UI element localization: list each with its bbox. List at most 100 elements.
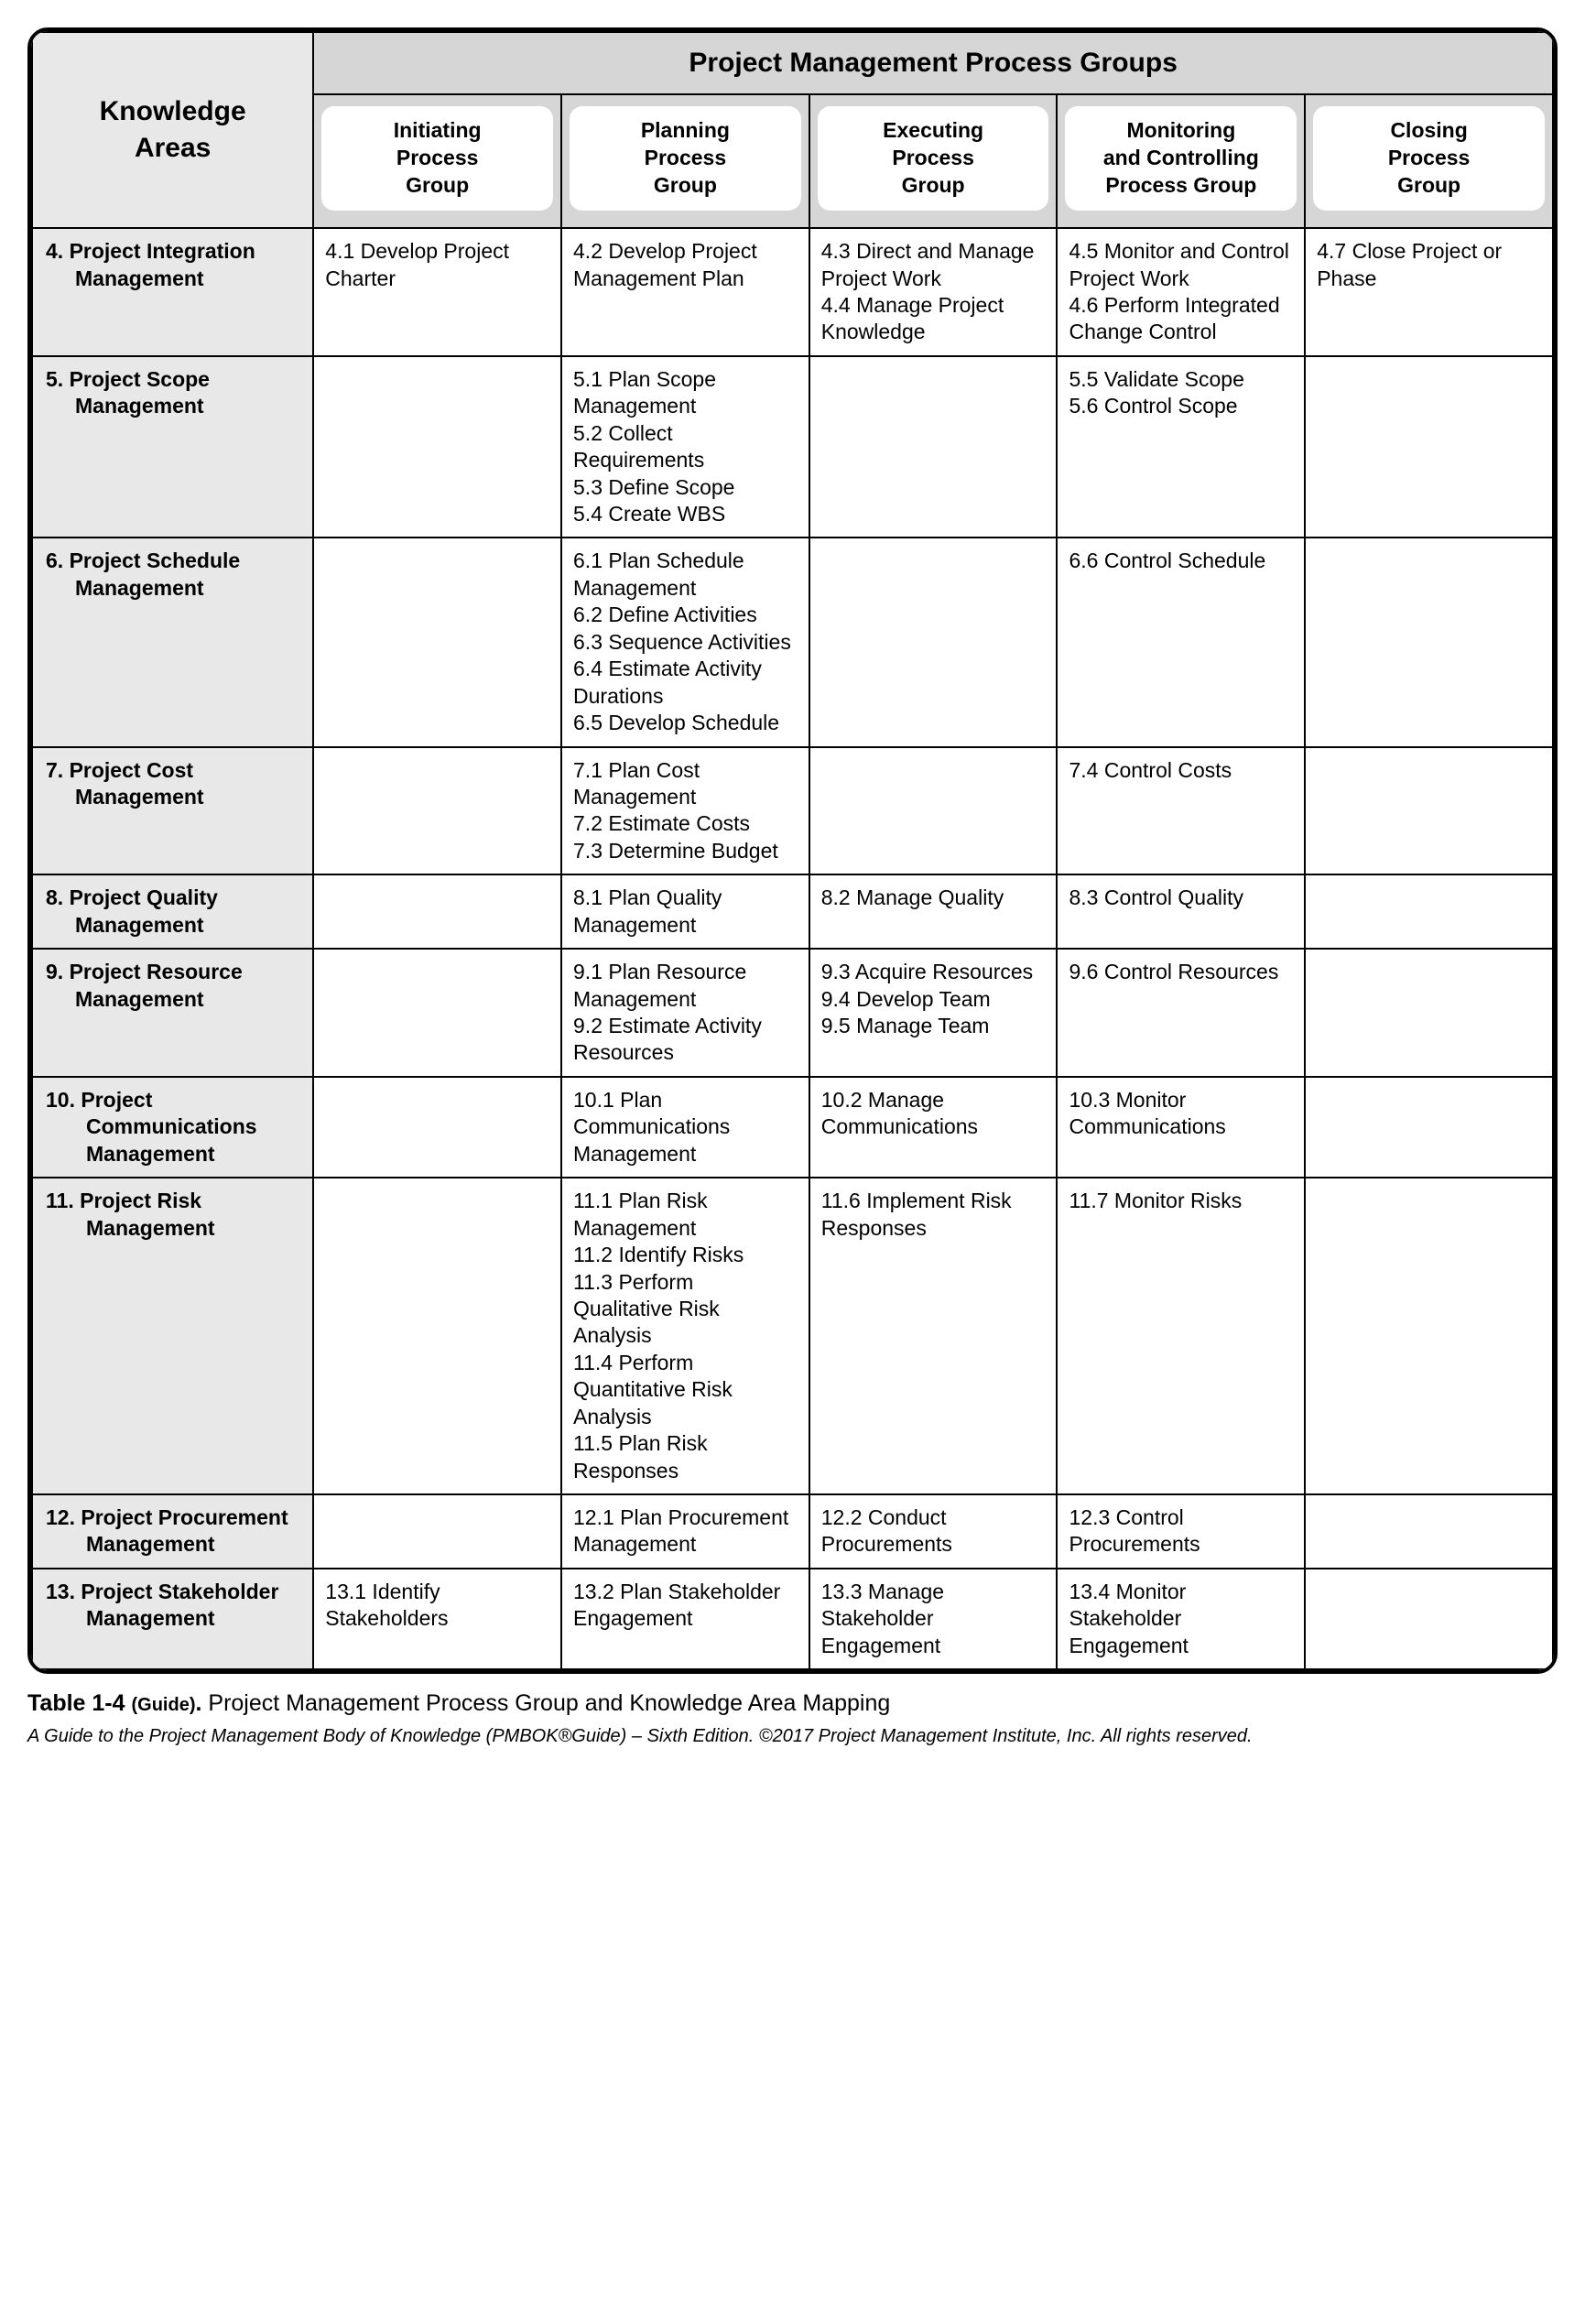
cell: 10.2 Manage Communications: [809, 1077, 1058, 1178]
row-header: 13. Project Stakeholder Management: [32, 1569, 313, 1669]
cell: [313, 1494, 561, 1569]
caption-sep: .: [195, 1690, 201, 1716]
cell: 4.7 Close Project or Phase: [1305, 228, 1553, 356]
row-num: 12.: [46, 1505, 75, 1529]
row-header: 10. Project Communications Management: [32, 1077, 313, 1178]
cell: 5.1 Plan Scope Management5.2 Collect Req…: [561, 356, 809, 538]
col-pill: PlanningProcessGroup: [570, 106, 801, 211]
row-num: 8.: [46, 885, 63, 909]
table-caption: Table 1-4 (Guide). Project Management Pr…: [27, 1690, 1558, 1717]
cell: 4.5 Monitor and Control Project Work4.6 …: [1057, 228, 1305, 356]
cell: 13.2 Plan Stakeholder Engagement: [561, 1569, 809, 1669]
col-pill: ClosingProcessGroup: [1313, 106, 1545, 211]
cell: [1305, 538, 1553, 746]
table-row: 8. Project Quality Management 8.1 Plan Qu…: [32, 874, 1553, 949]
row-title: Project Scope Management: [70, 367, 210, 418]
table-row: 11. Project Risk Management11.1 Plan Ris…: [32, 1178, 1553, 1494]
cell: 11.6 Implement Risk Responses: [809, 1178, 1058, 1494]
header-col-monitoring: Monitoringand ControllingProcess Group: [1057, 94, 1305, 228]
row-num: 7.: [46, 758, 63, 782]
cell: 13.3 Manage Stakeholder Engagement: [809, 1569, 1058, 1669]
row-num: 6.: [46, 548, 63, 572]
row-title: Project Resource Management: [70, 960, 243, 1010]
cell: 8.3 Control Quality: [1057, 874, 1305, 949]
row-title: Project Quality Management: [70, 885, 218, 936]
cell: 9.6 Control Resources: [1057, 949, 1305, 1077]
table-row: 9. Project Resource Management 9.1 Plan R…: [32, 949, 1553, 1077]
cell: [313, 538, 561, 746]
table-row: 10. Project Communications Management10.…: [32, 1077, 1553, 1178]
row-title: Project Procurement Management: [81, 1505, 288, 1556]
row-num: 11.: [46, 1189, 74, 1212]
cell: 12.1 Plan Procurement Management: [561, 1494, 809, 1569]
cell: [1305, 874, 1553, 949]
row-num: 10.: [46, 1088, 75, 1112]
cell: 5.5 Validate Scope5.6 Control Scope: [1057, 356, 1305, 538]
table-row: 7. Project Cost Management 7.1 Plan Cost …: [32, 747, 1553, 875]
cell: 13.4 Monitor Stakeholder Engagement: [1057, 1569, 1305, 1669]
header-knowledge-areas: KnowledgeAreas: [32, 32, 313, 228]
row-header: 5. Project Scope Management: [32, 356, 313, 538]
mapping-table-container: KnowledgeAreas Project Management Proces…: [27, 27, 1558, 1747]
cell: [809, 747, 1058, 875]
cell: [313, 1077, 561, 1178]
cell: 12.3 Control Procurements: [1057, 1494, 1305, 1569]
table-row: 5. Project Scope Management 5.1 Plan Scop…: [32, 356, 1553, 538]
caption-text: Project Management Process Group and Kno…: [208, 1690, 890, 1716]
cell: 7.1 Plan Cost Management7.2 Estimate Cos…: [561, 747, 809, 875]
header-top-text: Project Management Process Groups: [689, 48, 1178, 78]
cell: [313, 356, 561, 538]
row-title: Project Schedule Management: [70, 548, 241, 599]
table-row: 6. Project Schedule Management 6.1 Plan S…: [32, 538, 1553, 746]
table-row: 13. Project Stakeholder Management13.1 I…: [32, 1569, 1553, 1669]
mapping-table: KnowledgeAreas Project Management Proces…: [31, 31, 1554, 1670]
row-title: Project Integration Management: [70, 239, 255, 289]
cell: 10.3 Monitor Communications: [1057, 1077, 1305, 1178]
cell: 12.2 Conduct Procurements: [809, 1494, 1058, 1569]
header-col-closing: ClosingProcessGroup: [1305, 94, 1553, 228]
col-pill: Monitoringand ControllingProcess Group: [1065, 106, 1297, 211]
row-header: 12. Project Procurement Management: [32, 1494, 313, 1569]
row-num: 13.: [46, 1580, 75, 1603]
table-body: 4. Project Integration Management4.1 Dev…: [32, 228, 1553, 1669]
row-num: 5.: [46, 367, 63, 391]
cell: 4.3 Direct and Manage Project Work4.4 Ma…: [809, 228, 1058, 356]
source-line: A Guide to the Project Management Body o…: [27, 1726, 1558, 1747]
cell: 6.1 Plan Schedule Management6.2 Define A…: [561, 538, 809, 746]
row-title: Project Stakeholder Management: [81, 1580, 278, 1630]
header-col-planning: PlanningProcessGroup: [561, 94, 809, 228]
cell: 9.3 Acquire Resources9.4 Develop Team9.5…: [809, 949, 1058, 1077]
cell: [1305, 1178, 1553, 1494]
cell: [313, 874, 561, 949]
cell: [1305, 356, 1553, 538]
caption-label: Table 1-4: [27, 1690, 125, 1716]
row-header: 4. Project Integration Management: [32, 228, 313, 356]
row-header: 9. Project Resource Management: [32, 949, 313, 1077]
caption-guide: (Guide): [131, 1695, 195, 1715]
cell: [809, 356, 1058, 538]
cell: 9.1 Plan Resource Management9.2 Estimate…: [561, 949, 809, 1077]
header-col-initiating: InitiatingProcessGroup: [313, 94, 561, 228]
cell: 13.1 Identify Stakeholders: [313, 1569, 561, 1669]
table-row: 4. Project Integration Management4.1 Dev…: [32, 228, 1553, 356]
col-pill: InitiatingProcessGroup: [321, 106, 553, 211]
row-header: 6. Project Schedule Management: [32, 538, 313, 746]
header-side-text: KnowledgeAreas: [100, 96, 246, 164]
row-header: 8. Project Quality Management: [32, 874, 313, 949]
cell: 8.1 Plan Quality Management: [561, 874, 809, 949]
row-title: Project Risk Management: [80, 1189, 214, 1239]
cell: [1305, 747, 1553, 875]
header-process-groups: Project Management Process Groups: [313, 32, 1553, 94]
cell: 8.2 Manage Quality: [809, 874, 1058, 949]
cell: [1305, 1569, 1553, 1669]
cell: [1305, 1077, 1553, 1178]
cell: [313, 949, 561, 1077]
row-num: 9.: [46, 960, 63, 983]
cell: [313, 1178, 561, 1494]
cell: 11.7 Monitor Risks: [1057, 1178, 1305, 1494]
col-pill: ExecutingProcessGroup: [818, 106, 1049, 211]
row-title: Project Cost Management: [70, 758, 204, 809]
row-num: 4.: [46, 239, 63, 263]
cell: 7.4 Control Costs: [1057, 747, 1305, 875]
row-header: 11. Project Risk Management: [32, 1178, 313, 1494]
